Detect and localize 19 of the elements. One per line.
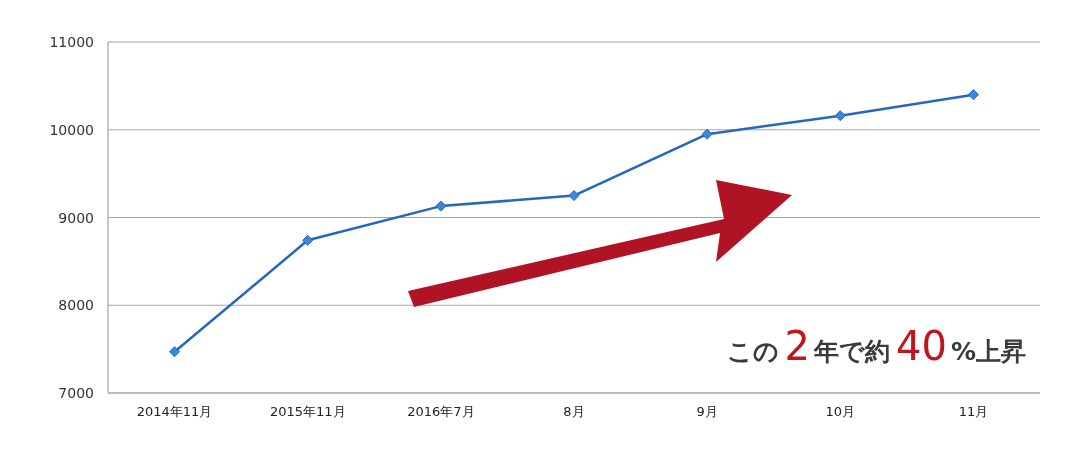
point	[967, 89, 979, 101]
point	[302, 234, 314, 246]
y-tick-label: 8000	[58, 297, 94, 314]
y-tick-label: 7000	[58, 385, 94, 401]
x-tick-label: 2014年11月	[136, 404, 213, 419]
x-tick-label: 2016年7月	[407, 404, 475, 419]
y-tick-label: 11000	[49, 34, 94, 50]
x-tick-label: 2015年11月	[269, 404, 346, 419]
y-tick-label: 10000	[49, 121, 94, 138]
point	[169, 346, 181, 358]
x-tick-label: 10月	[825, 404, 856, 419]
y-tick-label: 9000	[58, 209, 94, 226]
x-tick-label: 8月	[563, 404, 585, 419]
point	[568, 190, 580, 202]
point	[834, 110, 846, 122]
point	[435, 200, 447, 212]
point	[701, 128, 713, 140]
x-tick-label: 9月	[696, 404, 718, 419]
x-tick-label: 11月	[958, 404, 989, 419]
